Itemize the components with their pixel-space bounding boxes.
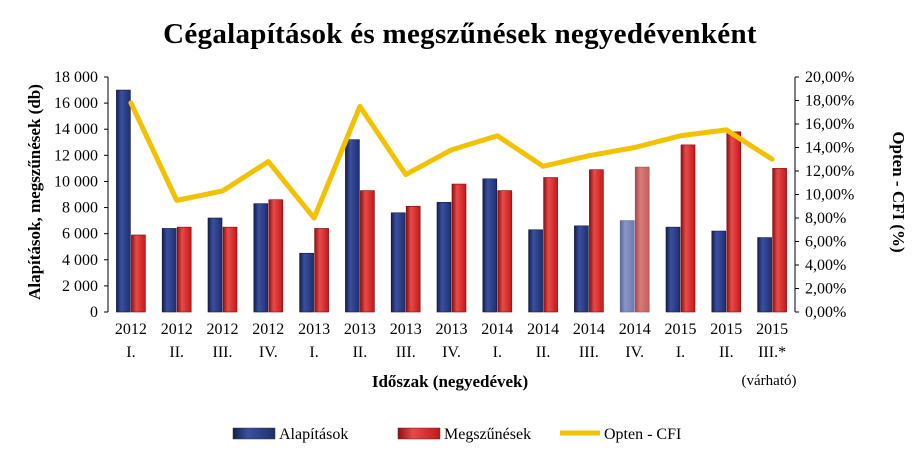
bar-alapitasok (482, 178, 498, 313)
bar-megszunesek (497, 190, 513, 313)
bar-megszunesek (726, 131, 742, 313)
legend-label: Opten - CFI (604, 426, 681, 443)
x-tick-quarter: III. (579, 344, 599, 361)
cfi-line-series (128, 100, 775, 221)
y2-axis-ticks: 0,00% 2,00% 4,00% 6,00% 8,00% 10,00% 12,00% 14,… (795, 69, 854, 321)
x-tick-year: 2012 (207, 321, 239, 338)
y2-tick-label: 6,00% (805, 234, 846, 251)
x-tick-quarter: II. (719, 344, 734, 361)
x-axis-ticks: 2012 I. 2012 II. 2012 III. 2012 IV. 2013 I. 2013 II… (115, 321, 788, 361)
bar-megszunesek (543, 177, 558, 313)
bar-megszunesek (314, 228, 329, 313)
y-tick-label: 12 000 (54, 147, 98, 164)
bar-megszunesek (589, 169, 604, 313)
y-tick-label: 0 (90, 304, 98, 321)
bar-alapitasok (665, 226, 681, 313)
bar-megszunesek (451, 183, 467, 313)
y-tick-label: 4 000 (62, 252, 98, 269)
x-tick-quarter: III. (396, 344, 416, 361)
legend-label: Megszűnések (444, 426, 531, 443)
x-tick-quarter: I. (676, 344, 685, 361)
y-tick-label: 8 000 (62, 200, 98, 217)
y2-tick-label: 12,00% (805, 163, 854, 180)
legend-swatch (232, 427, 276, 440)
bar-alapitasok (436, 202, 452, 313)
x-tick-quarter: III.* (758, 344, 786, 361)
bar-megszunesek (222, 226, 238, 313)
x-tick-year: 2015 (665, 321, 697, 338)
x-tick-year: 2012 (252, 321, 284, 338)
x-tick-quarter: I. (309, 344, 318, 361)
chart-title: Cégalapítások és megszűnések negyedévenk… (163, 18, 757, 50)
y2-tick-label: 2,00% (805, 281, 846, 298)
y-axis-ticks: 0 2 000 4 000 6 000 8 000 10 000 12 000 14 000 1… (54, 69, 108, 321)
bar-alapitasok (345, 139, 360, 313)
y2-tick-label: 10,00% (805, 187, 854, 204)
y2-tick-label: 18,00% (805, 93, 854, 110)
x-tick-year: 2012 (115, 321, 147, 338)
y-tick-label: 2 000 (62, 278, 98, 295)
x-tick-quarter: III. (213, 344, 233, 361)
y2-tick-label: 16,00% (805, 116, 854, 133)
bar-megszunesek (176, 226, 192, 313)
y-tick-label: 16 000 (54, 95, 98, 112)
y-tick-label: 10 000 (54, 173, 98, 190)
y2-tick-label: 14,00% (805, 140, 854, 157)
x-tick-quarter: IV. (442, 344, 461, 361)
y2-tick-label: 0,00% (805, 304, 846, 321)
bar-megszunesek (680, 144, 696, 313)
x-tick-year: 2012 (161, 321, 193, 338)
x-tick-year: 2014 (481, 321, 513, 338)
x-tick-quarter: I. (126, 344, 135, 361)
y2-axis-title: Opten - CFI (%) (889, 131, 908, 252)
x-tick-quarter: II. (536, 344, 551, 361)
bar-megszunesek (634, 166, 650, 313)
y2-tick-label: 20,00% (805, 69, 854, 86)
x-tick-year: 2013 (344, 321, 376, 338)
x-tick-quarter: II. (353, 344, 368, 361)
x-tick-year: 2015 (710, 321, 742, 338)
bar-alapitasok (619, 220, 635, 313)
legend-swatch (397, 427, 441, 440)
bar-alapitasok (711, 230, 727, 313)
legend: Alapítások Megszűnések Opten - CFI (232, 426, 681, 443)
cfi-line (128, 100, 775, 221)
bar-megszunesek (360, 190, 375, 313)
y-axis-title: Alapítások, megszűnések (db) (25, 84, 44, 300)
bar-megszunesek (131, 234, 146, 313)
x-tick-quarter: II. (169, 344, 184, 361)
bar-megszunesek (405, 205, 421, 313)
bar-alapitasok (253, 203, 269, 313)
x-tick-year: 2014 (527, 321, 559, 338)
bar-alapitasok (574, 225, 589, 313)
category-note: (várható) (742, 373, 797, 389)
bar-alapitasok (116, 89, 131, 313)
bar-alapitasok (757, 237, 772, 313)
bar-alapitasok (207, 217, 223, 313)
x-tick-year: 2013 (436, 321, 468, 338)
x-tick-year: 2014 (573, 321, 605, 338)
bars (116, 89, 787, 313)
x-tick-year: 2015 (756, 321, 788, 338)
bar-alapitasok (161, 228, 177, 313)
x-tick-year: 2013 (390, 321, 422, 338)
y2-tick-label: 8,00% (805, 210, 846, 227)
x-tick-year: 2013 (298, 321, 330, 338)
x-tick-quarter: IV. (259, 344, 278, 361)
x-axis-title: Időszak (negyedévek) (372, 372, 528, 391)
y-tick-label: 6 000 (62, 226, 98, 243)
y-tick-label: 14 000 (54, 121, 98, 138)
legend-label: Alapítások (279, 426, 348, 443)
x-tick-quarter: I. (493, 344, 502, 361)
y-tick-label: 18 000 (54, 69, 98, 86)
x-tick-quarter: IV. (625, 344, 644, 361)
bar-megszunesek (772, 168, 787, 313)
bar-megszunesek (268, 199, 284, 313)
x-tick-year: 2014 (619, 321, 651, 338)
bar-alapitasok (390, 212, 406, 313)
y2-tick-label: 4,00% (805, 257, 846, 274)
bar-alapitasok (528, 229, 543, 313)
bar-alapitasok (299, 252, 314, 313)
